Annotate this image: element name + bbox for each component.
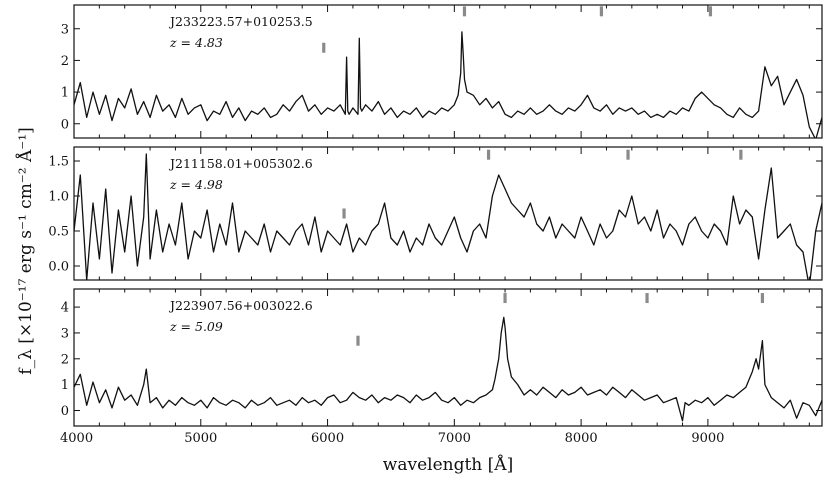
line-marker	[486, 149, 491, 160]
line-marker	[322, 42, 326, 53]
object-name: J211158.01+005302.6	[168, 156, 313, 171]
x-tick-label: 8000	[565, 431, 598, 446]
line-marker	[645, 293, 649, 304]
x-tick-label: 4000	[60, 431, 93, 446]
x-tick-label: 7000	[438, 431, 471, 446]
object-name: J223907.56+003022.6	[168, 298, 313, 313]
redshift-label: z = 4.98	[169, 177, 223, 192]
x-tick-label: 5000	[184, 431, 217, 446]
panel-2: 0.0 0.5 1.0 1.5 J211158.01+005302.6 z = 4.98	[48, 146, 823, 281]
y-tick-label: 1.5	[48, 155, 69, 170]
panel-frame	[73, 146, 823, 281]
y-tick-label: 4	[61, 301, 69, 316]
y-tick-label: 2	[61, 352, 69, 367]
panels: 0 1 2 3 J233223.57+010253.5 z = 4.83 0.0 0.5 1.0…	[48, 4, 823, 446]
y-tick-label: 1	[61, 86, 69, 101]
object-name: J233223.57+010253.5	[168, 14, 313, 29]
spectrum-line	[74, 153, 822, 280]
x-axis-label: wavelength [Å]	[383, 454, 513, 475]
line-marker	[503, 293, 507, 304]
line-marker	[342, 208, 346, 219]
y-tick-label: 3	[61, 22, 69, 37]
panel-1: 0 1 2 3 J233223.57+010253.5 z = 4.83	[61, 4, 823, 139]
y-tick-label: 0	[61, 117, 69, 132]
line-marker	[599, 6, 604, 17]
redshift-label: z = 4.83	[169, 35, 223, 50]
redshift-label: z = 5.09	[169, 319, 223, 334]
x-tick-label: 6000	[311, 431, 344, 446]
y-tick-label: 1	[61, 378, 69, 393]
y-tick-label: 1.0	[48, 190, 69, 205]
panel-3: 0 1 2 3 4 J223907.56+003022.6 z = 5.09	[61, 288, 823, 427]
line-marker	[760, 293, 765, 304]
y-tick-label: 3	[61, 326, 69, 341]
y-tick-label: 0.5	[48, 225, 69, 240]
line-marker	[739, 149, 743, 160]
spectrum-line	[74, 31, 822, 138]
y-tick-label: 2	[61, 54, 69, 69]
spectrum-line	[74, 316, 822, 422]
line-marker	[708, 6, 713, 17]
line-marker	[462, 6, 467, 17]
y-tick-label: 0	[61, 404, 69, 419]
x-tick-label: 9000	[691, 431, 724, 446]
line-marker	[626, 149, 630, 160]
line-marker	[356, 335, 360, 346]
y-tick-label: 0.0	[48, 260, 69, 275]
panel-frame	[73, 288, 823, 427]
panel-frame	[73, 4, 823, 139]
y-axis-label: f_λ [×10⁻¹⁷ erg s⁻¹ cm⁻² Å⁻¹]	[15, 127, 36, 374]
